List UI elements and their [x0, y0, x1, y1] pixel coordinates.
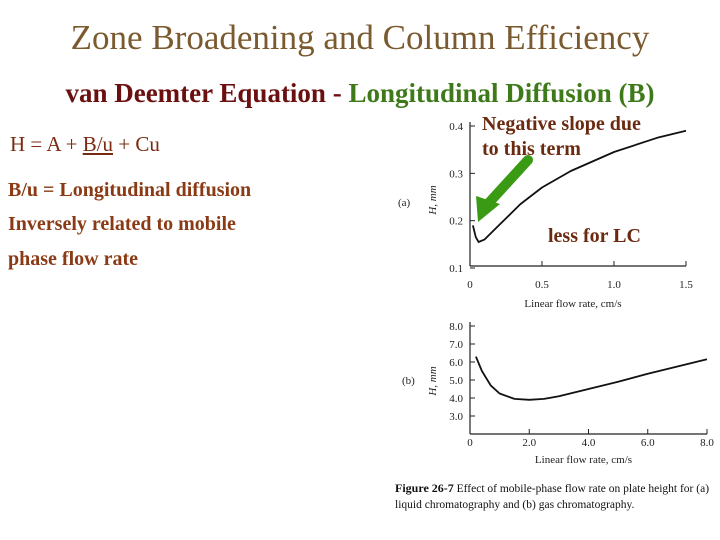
- equation-end: + Cu: [113, 132, 160, 156]
- caption-label: Figure 26-7: [395, 481, 454, 495]
- y-tick-label: 5.0: [449, 375, 463, 387]
- y-tick-label: 6.0: [449, 357, 463, 369]
- slide-title: Zone Broadening and Column Efficiency: [70, 18, 650, 57]
- body-line: phase flow rate: [8, 248, 138, 270]
- x-tick-label: 0: [467, 279, 473, 291]
- panel-label: (b): [402, 375, 415, 387]
- x-tick-label: 1.0: [607, 279, 621, 291]
- body-line: Inversely related to mobile: [8, 213, 236, 235]
- x-tick-label: 6.0: [641, 437, 655, 449]
- equation-start: H = A +: [10, 132, 83, 156]
- x-axis-label: Linear flow rate, cm/s: [535, 454, 632, 466]
- x-tick-label: 0.5: [535, 279, 549, 291]
- caption-text: Effect of mobile-phase flow rate on plat…: [395, 483, 710, 511]
- slide-subtitle: van Deemter Equation - Longitudinal Diff…: [0, 78, 720, 109]
- chart-a: (a) H, mm 0.1 0.2 0.3 0.4 0 0.5 1.0 1.5 Linear flo…: [398, 121, 693, 310]
- y-tick-label: 0.3: [449, 168, 463, 180]
- data-curve: [472, 129, 687, 243]
- figure-caption: Figure 26-7 Effect of mobile-phase flow …: [395, 480, 715, 513]
- y-tick-label: 4.0: [449, 393, 463, 405]
- x-tick-label: 8.0: [700, 437, 714, 449]
- arrow-head: [476, 196, 500, 222]
- x-tick-label: 1.5: [679, 279, 693, 291]
- van-deemter-equation: H = A + B/u + Cu: [10, 132, 160, 157]
- body-line: B/u = Longitudinal diffusion: [8, 179, 252, 201]
- equation-b-term: B/u: [82, 132, 114, 156]
- subtitle-prefix: van Deemter Equation -: [65, 78, 349, 108]
- subtitle-topic: Longitudinal Diffusion (B): [348, 78, 655, 108]
- annotation-line: Negative slope due: [482, 113, 641, 135]
- x-tick-label: 2.0: [522, 437, 536, 449]
- data-curve: [475, 356, 708, 401]
- y-tick-label: 0.2: [449, 216, 463, 228]
- y-tick-label: 0.1: [449, 263, 463, 275]
- y-tick-label: 3.0: [449, 411, 463, 423]
- y-tick-label: 8.0: [449, 321, 463, 333]
- x-tick-label: 0: [467, 437, 473, 449]
- y-tick-label: 0.4: [449, 121, 463, 133]
- chart-b: (b) H, mm 3.0 4.0 5.0 6.0 7.0 8.0 0 2.0 4.0 6.0 8.0 L…: [402, 321, 714, 466]
- y-axis-label: H, mm: [427, 366, 439, 396]
- y-tick-label: 7.0: [449, 339, 463, 351]
- slope-arrow: [476, 155, 533, 222]
- panel-label: (a): [398, 197, 411, 209]
- annotation-negative-slope: Negative slope due to this term: [482, 112, 712, 162]
- x-axis-label: Linear flow rate, cm/s: [524, 298, 621, 310]
- annotation-line: to this term: [482, 138, 581, 160]
- x-tick-label: 4.0: [582, 437, 596, 449]
- annotation-less-for-lc: less for LC: [548, 225, 641, 247]
- arrow-shaft: [481, 155, 533, 211]
- y-axis-label: H, mm: [427, 185, 439, 215]
